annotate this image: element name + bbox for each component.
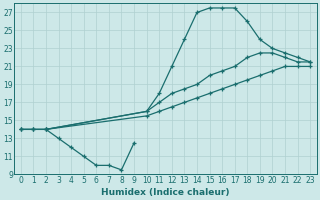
X-axis label: Humidex (Indice chaleur): Humidex (Indice chaleur) xyxy=(101,188,230,197)
